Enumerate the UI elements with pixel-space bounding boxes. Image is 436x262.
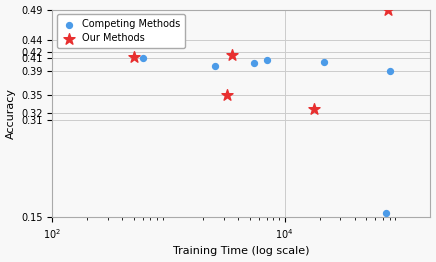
X-axis label: Training Time (log scale): Training Time (log scale)	[173, 247, 310, 256]
Our Methods	[311, 107, 318, 111]
Competing Methods	[139, 56, 146, 61]
Competing Methods	[211, 64, 218, 68]
Our Methods	[130, 54, 137, 59]
Our Methods	[385, 7, 392, 12]
Competing Methods	[386, 69, 393, 73]
Competing Methods	[383, 211, 390, 215]
Competing Methods	[263, 58, 270, 62]
Competing Methods	[251, 61, 258, 65]
Y-axis label: Accuracy: Accuracy	[6, 88, 16, 139]
Our Methods	[224, 93, 231, 97]
Our Methods	[228, 53, 235, 57]
Legend: Competing Methods, Our Methods: Competing Methods, Our Methods	[57, 14, 184, 48]
Competing Methods	[321, 60, 328, 64]
